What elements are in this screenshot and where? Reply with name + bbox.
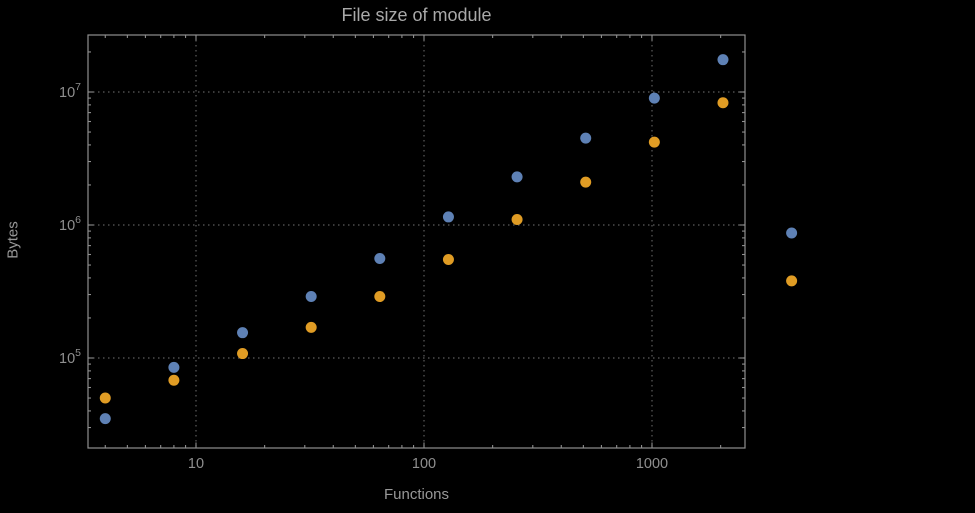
data-point-orange: [168, 374, 180, 386]
x-tick-label: 100: [412, 456, 436, 472]
data-point-orange: [648, 136, 660, 148]
data-point-blue: [99, 413, 111, 425]
y-tick-label: 107: [59, 81, 81, 101]
data-point-orange: [717, 97, 729, 109]
x-tick-label: 1000: [636, 456, 668, 472]
y-tick-label: 105: [59, 347, 81, 367]
chart-title: File size of module: [341, 5, 492, 25]
data-point-blue: [305, 291, 317, 303]
data-point-blue: [511, 171, 523, 183]
data-point-blue: [168, 361, 180, 373]
data-point-orange: [442, 254, 454, 266]
data-point-blue: [374, 252, 386, 264]
data-point-blue: [237, 327, 249, 339]
data-point-orange: [374, 291, 386, 303]
data-point-blue: [786, 227, 798, 239]
data-point-blue: [442, 211, 454, 223]
data-point-orange: [786, 275, 798, 287]
data-point-orange: [305, 321, 317, 333]
data-point-orange: [580, 176, 592, 188]
plot-frame: [87, 34, 746, 449]
y-axis-label: Bytes: [4, 221, 22, 259]
data-point-orange: [237, 348, 249, 360]
x-tick-label: 10: [188, 456, 204, 472]
x-axis-label: Functions: [383, 486, 450, 503]
data-point-orange: [99, 392, 111, 404]
y-tick-label: 106: [59, 214, 81, 234]
data-point-blue: [580, 132, 592, 144]
data-point-blue: [717, 54, 729, 66]
data-point-blue: [648, 92, 660, 104]
data-point-orange: [511, 213, 523, 225]
